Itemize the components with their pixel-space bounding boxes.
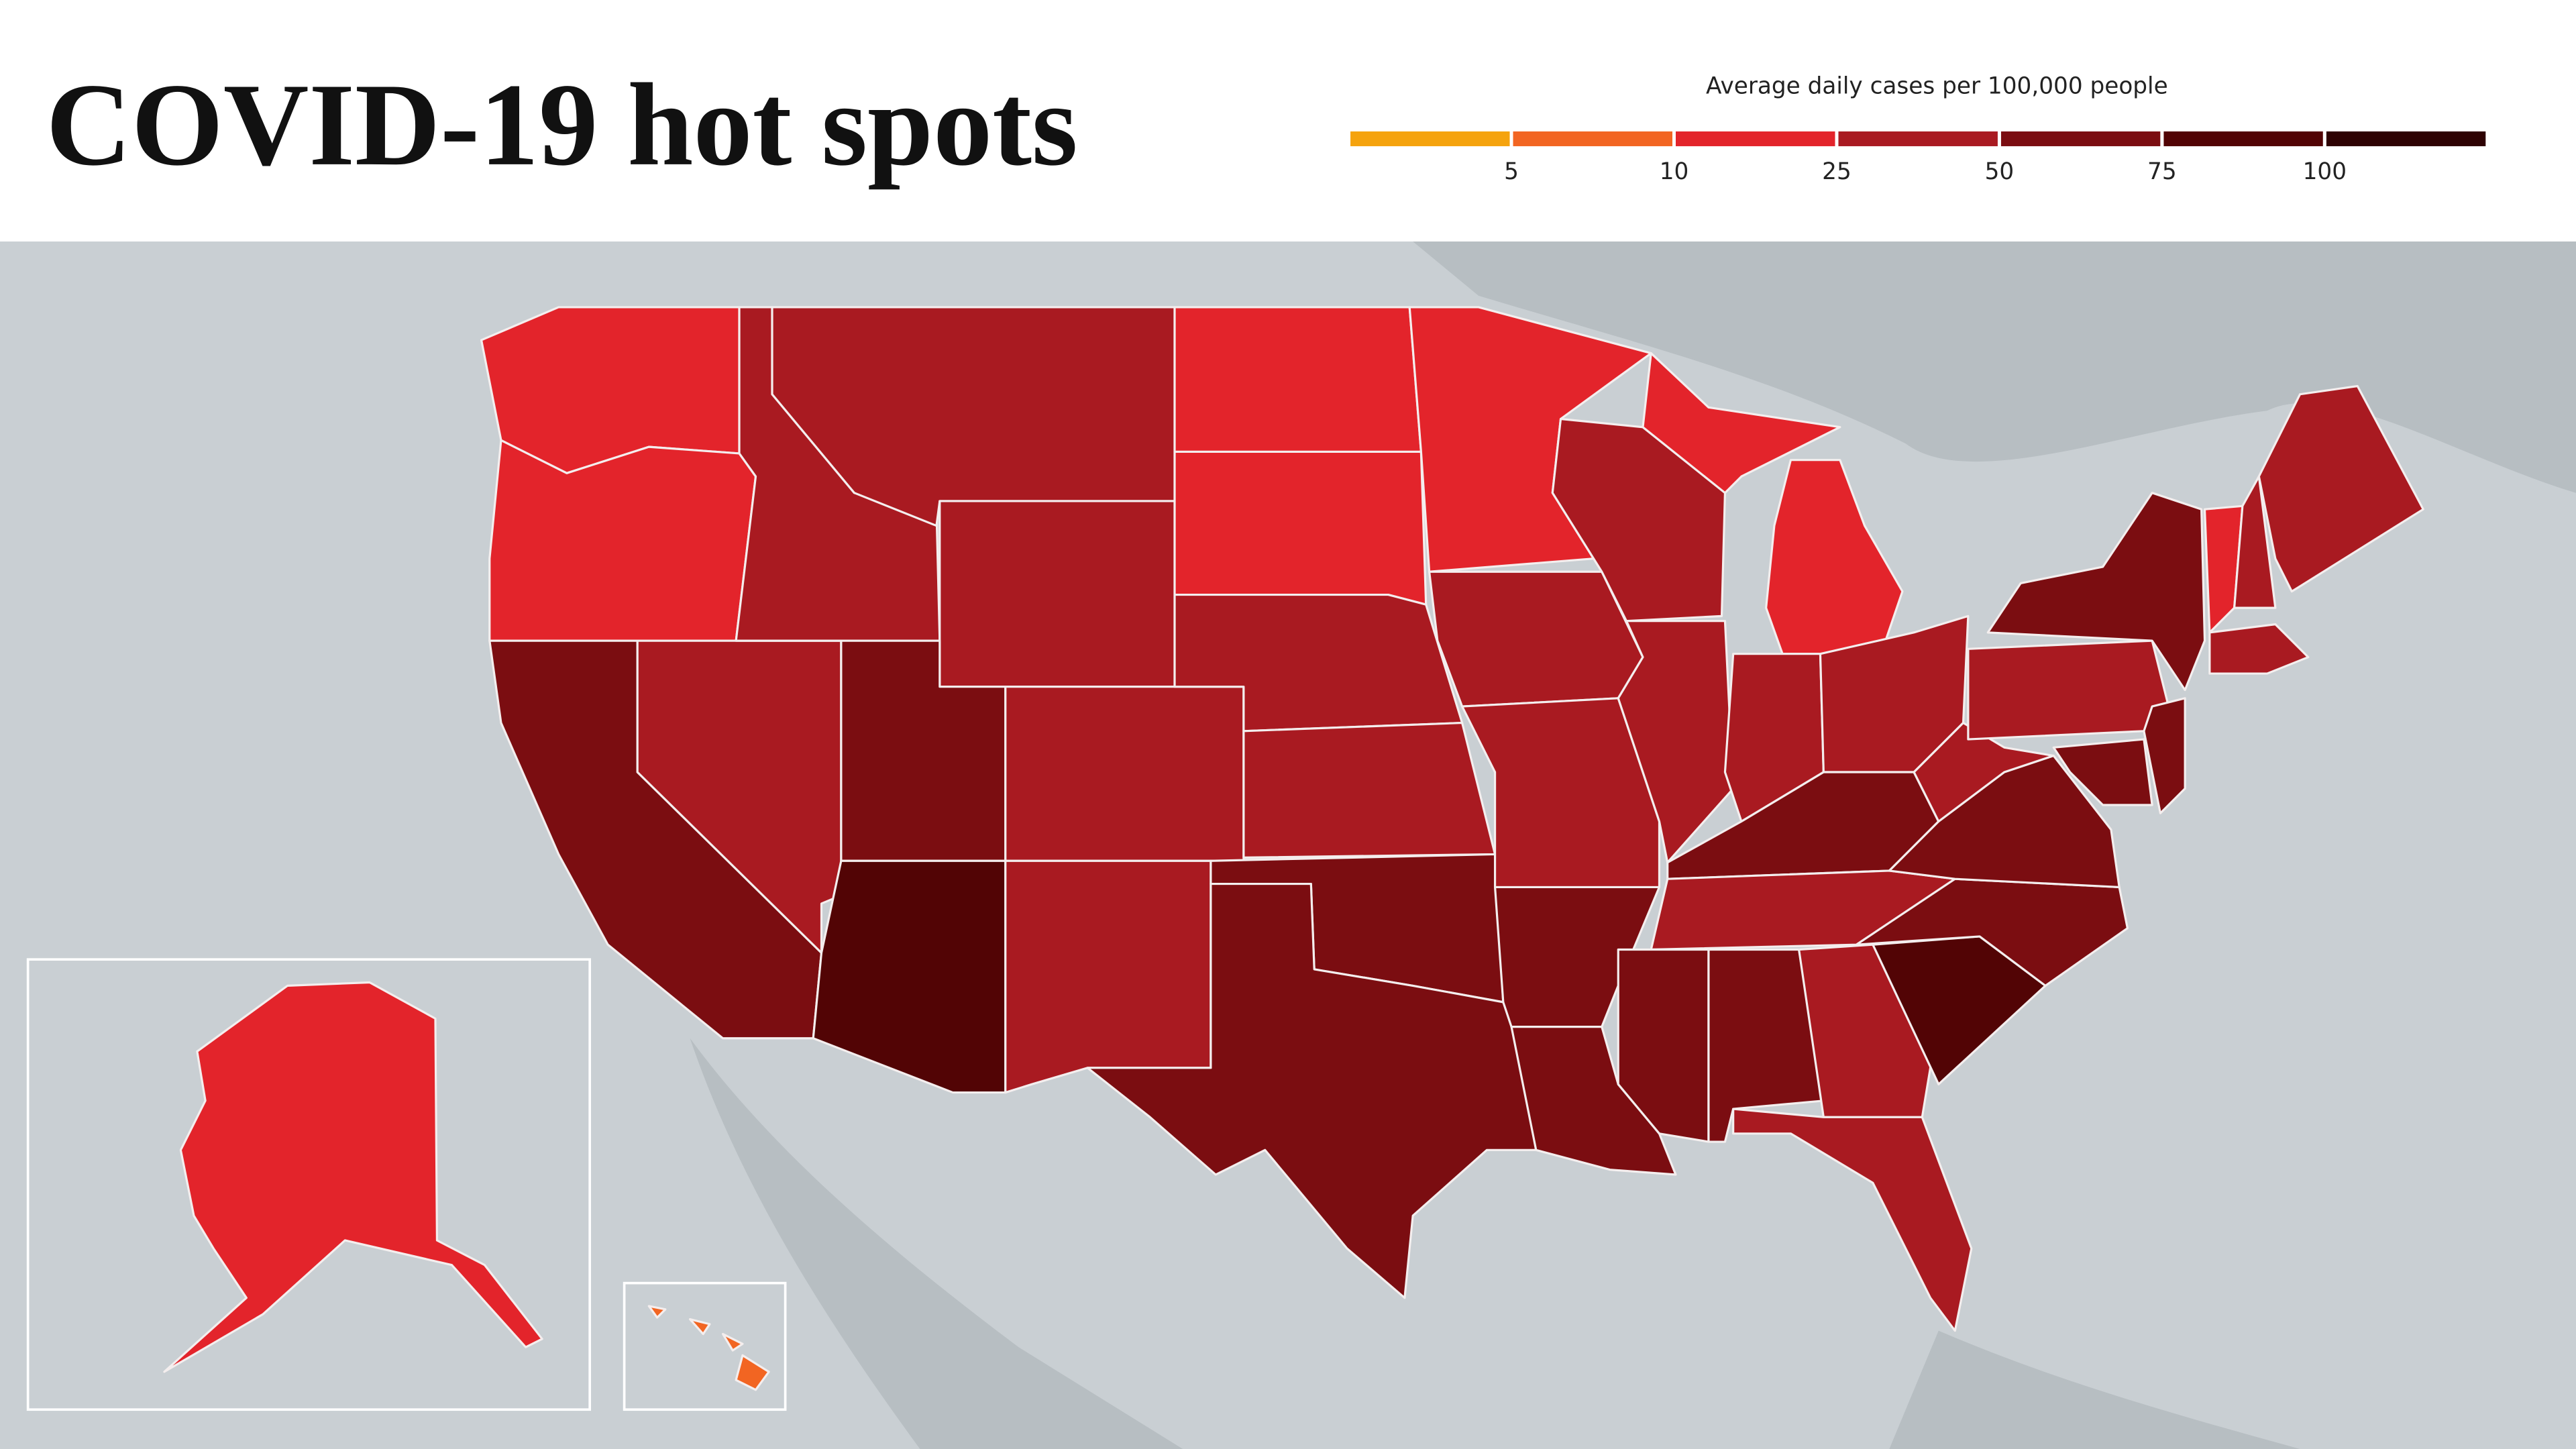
state-me [2257, 384, 2424, 593]
state-sd [1173, 450, 1428, 606]
state-ny [1986, 492, 2206, 692]
legend-swatch [2326, 131, 2486, 146]
hawaii-inset [623, 1281, 787, 1411]
state-fl [1732, 1108, 1973, 1332]
state-ks [1242, 721, 1497, 859]
state-nj [2143, 697, 2186, 814]
legend-swatch [1513, 131, 1673, 146]
state-tx [1086, 882, 1538, 1299]
state-co [1004, 686, 1245, 862]
legend-tick-label: 100 [2303, 158, 2347, 185]
legend-tick-label: 25 [1822, 158, 1851, 185]
state-md-de [2052, 738, 2153, 806]
state-ms [1617, 948, 1710, 1143]
state-or [488, 439, 757, 642]
legend-swatch [1350, 131, 1510, 146]
state-hi [647, 1305, 667, 1319]
state-il [1617, 620, 1735, 864]
state-hi-2 [688, 1318, 711, 1336]
land-caribbean [1889, 1330, 2300, 1449]
state-nm [1004, 859, 1212, 1094]
legend: 5 10 25 50 75 100 [1350, 128, 2486, 185]
state-ak [163, 981, 543, 1373]
legend-swatch [2000, 131, 2161, 146]
state-nh [2233, 475, 2277, 609]
legend-swatch [2163, 131, 2323, 146]
header [0, 0, 2576, 241]
state-hi-4 [735, 1354, 770, 1391]
state-wy [938, 500, 1176, 688]
state-wa [480, 306, 741, 474]
legend-tick-label: 50 [1985, 158, 2015, 185]
state-la [1510, 1026, 1677, 1176]
land-canada [0, 241, 2576, 493]
legend-tick-label: 10 [1660, 158, 1689, 185]
title: COVID-19 hot spots [46, 60, 1078, 191]
states [26, 306, 2424, 1411]
legend-swatch [1675, 131, 1835, 146]
state-mi-upper [1642, 352, 1841, 494]
land-mexico [690, 1038, 1183, 1449]
state-hi-3 [721, 1332, 744, 1352]
legend-tick-label: 5 [1504, 158, 1519, 185]
state-nd [1173, 306, 1422, 453]
legend-tick-label: 75 [2147, 158, 2177, 185]
state-ma-ct-ri [2208, 623, 2310, 675]
legend-title: Average daily cases per 100,000 people [1706, 73, 2168, 100]
legend-swatch [1838, 131, 1998, 146]
state-wv [1913, 721, 2055, 823]
state-pa [1967, 639, 2170, 741]
